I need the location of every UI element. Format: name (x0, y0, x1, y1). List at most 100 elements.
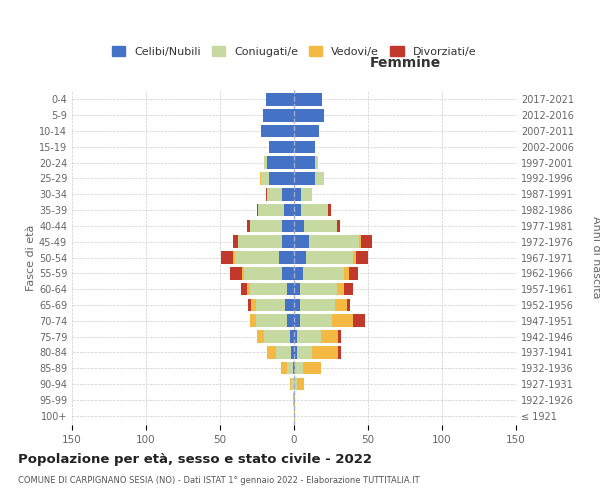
Bar (356, 251, 368, 264)
Bar (269, 172, 294, 185)
Bar (268, 156, 294, 169)
Bar (294, 140, 315, 153)
Bar (250, 283, 287, 296)
Bar (294, 314, 300, 327)
Bar (300, 314, 332, 327)
Bar (309, 236, 359, 248)
Bar (287, 283, 294, 296)
Bar (295, 362, 303, 374)
Bar (266, 188, 268, 200)
Bar (320, 330, 338, 343)
Bar (282, 220, 294, 232)
Bar (353, 314, 365, 327)
Y-axis label: Anni di nascita: Anni di nascita (590, 216, 600, 298)
Bar (250, 220, 282, 232)
Bar (294, 298, 300, 311)
Bar (332, 314, 353, 327)
Bar (241, 283, 247, 296)
Bar (293, 362, 294, 374)
Bar (294, 236, 309, 248)
Bar (265, 330, 290, 343)
Bar (344, 267, 349, 280)
Bar (281, 362, 287, 374)
Bar (294, 267, 303, 280)
Bar (290, 378, 291, 390)
Bar (293, 394, 294, 406)
Bar (282, 267, 294, 280)
Legend: Celibi/Nubili, Coniugati/e, Vedovi/e, Divorziati/e: Celibi/Nubili, Coniugati/e, Vedovi/e, Di… (107, 42, 481, 62)
Bar (247, 283, 250, 296)
Bar (242, 267, 244, 280)
Bar (338, 330, 341, 343)
Bar (287, 362, 293, 374)
Bar (276, 346, 291, 358)
Bar (337, 283, 344, 296)
Bar (301, 204, 328, 216)
Bar (238, 236, 282, 248)
Bar (282, 236, 294, 248)
Bar (349, 267, 358, 280)
Bar (300, 283, 337, 296)
Bar (338, 346, 341, 358)
Bar (344, 283, 353, 296)
Bar (256, 314, 287, 327)
Bar (260, 172, 262, 185)
Bar (304, 220, 337, 232)
Bar (294, 172, 315, 185)
Bar (300, 298, 335, 311)
Bar (294, 330, 297, 343)
Bar (359, 236, 361, 248)
Bar (297, 378, 304, 390)
Text: COMUNE DI CARPIGNANO SESIA (NO) - Dati ISTAT 1° gennaio 2022 - Elaborazione TUTT: COMUNE DI CARPIGNANO SESIA (NO) - Dati I… (18, 476, 419, 485)
Bar (233, 251, 235, 264)
Bar (247, 220, 250, 232)
Bar (335, 298, 347, 311)
Bar (312, 346, 338, 358)
Bar (294, 156, 315, 169)
Text: Popolazione per età, sesso e stato civile - 2022: Popolazione per età, sesso e stato civil… (18, 452, 372, 466)
Bar (291, 346, 294, 358)
Bar (235, 251, 279, 264)
Bar (294, 220, 304, 232)
Bar (294, 125, 319, 138)
Bar (294, 378, 297, 390)
Bar (262, 125, 294, 138)
Bar (303, 362, 320, 374)
Bar (284, 204, 294, 216)
Bar (353, 251, 356, 264)
Bar (294, 204, 301, 216)
Bar (294, 409, 295, 422)
Bar (257, 204, 259, 216)
Bar (256, 298, 285, 311)
Bar (250, 314, 256, 327)
Bar (294, 346, 297, 358)
Bar (251, 298, 256, 311)
Bar (285, 298, 294, 311)
Bar (233, 236, 238, 248)
Bar (306, 251, 353, 264)
Bar (328, 204, 331, 216)
Bar (279, 251, 294, 264)
Text: Femmine: Femmine (370, 56, 440, 70)
Bar (297, 346, 312, 358)
Bar (263, 109, 294, 122)
Bar (294, 283, 300, 296)
Bar (294, 109, 323, 122)
Bar (268, 346, 276, 358)
Bar (315, 156, 317, 169)
Bar (259, 204, 284, 216)
Bar (301, 188, 312, 200)
Bar (294, 93, 322, 106)
Bar (221, 251, 233, 264)
Bar (248, 298, 251, 311)
Bar (337, 220, 340, 232)
Bar (269, 140, 294, 153)
Bar (282, 188, 294, 200)
Bar (268, 188, 282, 200)
Bar (297, 330, 320, 343)
Bar (347, 298, 350, 311)
Y-axis label: Fasce di età: Fasce di età (26, 224, 36, 290)
Bar (265, 156, 268, 169)
Bar (230, 267, 242, 280)
Bar (290, 330, 294, 343)
